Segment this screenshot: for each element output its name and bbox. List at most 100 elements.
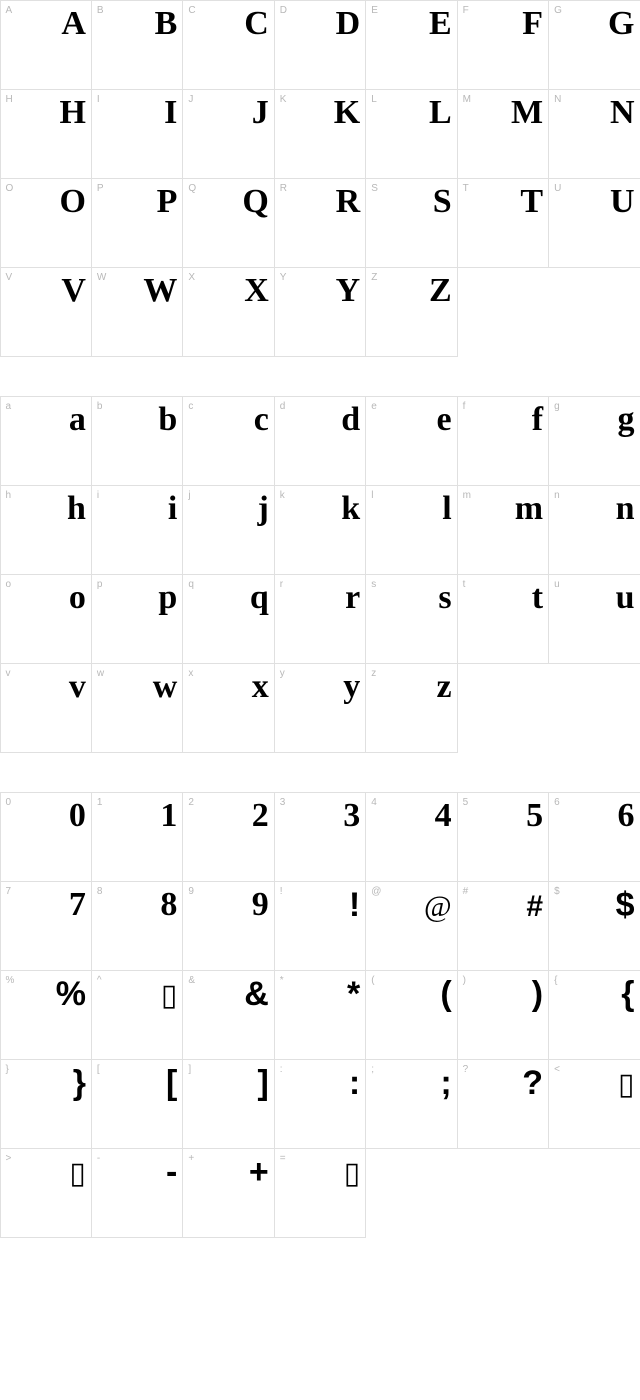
glyph-cell: ** (274, 970, 366, 1060)
cell-glyph: Q (183, 185, 267, 219)
section-digits_symbols: 00112233445566778899!!@@##$$%%^▯&&**(())… (0, 792, 640, 1237)
cell-glyph: A (1, 7, 85, 41)
cell-glyph: z (366, 670, 450, 704)
glyph-cell: ww (91, 663, 183, 753)
glyph-cell: RR (274, 178, 366, 268)
cell-glyph: k (275, 492, 359, 526)
glyph-cell: II (91, 89, 183, 179)
cell-glyph: w (92, 670, 176, 704)
cell-glyph: 1 (92, 799, 176, 833)
cell-glyph: o (1, 581, 85, 615)
cell-glyph: x (183, 670, 267, 704)
empty-cell (457, 1148, 549, 1238)
glyph-cell: ss (365, 574, 457, 664)
cell-glyph: 4 (366, 799, 450, 833)
glyph-cell: dd (274, 396, 366, 486)
glyph-cell: aa (0, 396, 92, 486)
empty-cell (457, 267, 549, 357)
glyph-cell: qq (182, 574, 274, 664)
empty-cell (365, 1148, 457, 1238)
cell-glyph: c (183, 403, 267, 437)
cell-glyph: : (275, 1066, 359, 1100)
glyph-cell: )) (457, 970, 549, 1060)
cell-glyph: J (183, 96, 267, 130)
cell-glyph: g (549, 403, 633, 437)
glyph-cell: AA (0, 0, 92, 90)
cell-glyph: K (275, 96, 359, 130)
cell-glyph: ▯ (549, 1070, 633, 1100)
cell-glyph: F (458, 7, 542, 41)
cell-glyph: R (275, 185, 359, 219)
glyph-cell: ZZ (365, 267, 457, 357)
cell-glyph: H (1, 96, 85, 130)
cell-glyph: e (366, 403, 450, 437)
cell-glyph: * (275, 977, 359, 1011)
glyph-cell: 66 (548, 792, 640, 882)
cell-glyph: 9 (183, 888, 267, 922)
cell-glyph: ▯ (92, 981, 176, 1011)
glyph-cell: VV (0, 267, 92, 357)
glyph-cell: WW (91, 267, 183, 357)
cell-glyph: i (92, 492, 176, 526)
glyph-cell: HH (0, 89, 92, 179)
glyph-cell: uu (548, 574, 640, 664)
cell-glyph: ; (366, 1066, 450, 1100)
glyph-cell: QQ (182, 178, 274, 268)
cell-glyph: 6 (549, 799, 633, 833)
cell-glyph: ) (458, 977, 542, 1011)
cell-glyph: l (366, 492, 450, 526)
glyph-cell: 99 (182, 881, 274, 971)
glyph-cell: CC (182, 0, 274, 90)
glyph-cell: ll (365, 485, 457, 575)
empty-cell (548, 1148, 640, 1238)
cell-glyph: 7 (1, 888, 85, 922)
glyph-cell: 00 (0, 792, 92, 882)
cell-glyph: ! (275, 888, 359, 922)
cell-glyph: b (92, 403, 176, 437)
cell-glyph: M (458, 96, 542, 130)
glyph-cell: ii (91, 485, 183, 575)
cell-glyph: I (92, 96, 176, 130)
section-lowercase: aabbccddeeffgghhiijjkkllmmnnooppqqrrsstt… (0, 396, 640, 752)
glyph-cell: }} (0, 1059, 92, 1149)
cell-glyph: P (92, 185, 176, 219)
glyph-cell: 22 (182, 792, 274, 882)
glyph-cell: ## (457, 881, 549, 971)
cell-glyph: p (92, 581, 176, 615)
cell-glyph: $ (549, 888, 633, 922)
cell-glyph: q (183, 581, 267, 615)
cell-glyph: Z (366, 274, 450, 308)
cell-glyph: h (1, 492, 85, 526)
cell-glyph: a (1, 403, 85, 437)
cell-glyph: j (183, 492, 267, 526)
cell-glyph: 2 (183, 799, 267, 833)
glyph-cell: <▯ (548, 1059, 640, 1149)
glyph-cell: >▯ (0, 1148, 92, 1238)
cell-glyph: f (458, 403, 542, 437)
glyph-cell: UU (548, 178, 640, 268)
section-uppercase: AABBCCDDEEFFGGHHIIJJKKLLMMNNOOPPQQRRSSTT… (0, 0, 640, 356)
glyph-cell: tt (457, 574, 549, 664)
glyph-cell: MM (457, 89, 549, 179)
cell-glyph: - (92, 1155, 176, 1189)
cell-glyph: W (92, 274, 176, 308)
glyph-cell: oo (0, 574, 92, 664)
glyph-cell: hh (0, 485, 92, 575)
cell-glyph: B (92, 7, 176, 41)
glyph-cell: rr (274, 574, 366, 664)
cell-glyph: 0 (1, 799, 85, 833)
cell-glyph: D (275, 7, 359, 41)
empty-cell (548, 663, 640, 753)
glyph-cell: BB (91, 0, 183, 90)
glyph-cell: LL (365, 89, 457, 179)
glyph-cell: yy (274, 663, 366, 753)
glyph-cell: [[ (91, 1059, 183, 1149)
glyph-cell: kk (274, 485, 366, 575)
cell-glyph: + (183, 1155, 267, 1189)
cell-glyph: 3 (275, 799, 359, 833)
cell-glyph: % (1, 977, 85, 1011)
cell-glyph: S (366, 185, 450, 219)
cell-glyph: s (366, 581, 450, 615)
glyph-cell: mm (457, 485, 549, 575)
empty-cell (548, 267, 640, 357)
